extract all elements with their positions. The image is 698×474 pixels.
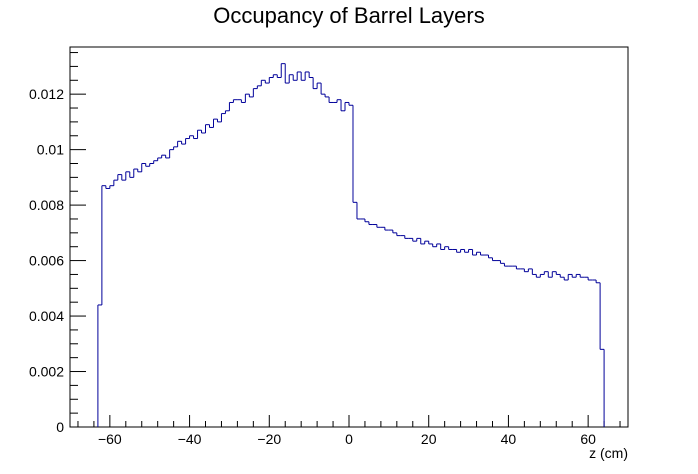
y-tick-label: 0.01 xyxy=(37,142,64,158)
chart-title: Occupancy of Barrel Layers xyxy=(213,3,484,28)
y-tick-label: 0.006 xyxy=(29,253,64,269)
x-tick-label: −40 xyxy=(178,431,202,447)
y-tick-label: 0.008 xyxy=(29,197,64,213)
x-tick-label: 60 xyxy=(580,431,596,447)
y-tick-label: 0.002 xyxy=(29,364,64,380)
y-tick-label: 0.004 xyxy=(29,308,64,324)
x-tick-label: 0 xyxy=(345,431,353,447)
y-tick-label: 0.012 xyxy=(29,86,64,102)
x-tick-label: −60 xyxy=(98,431,122,447)
x-axis-label: z (cm) xyxy=(589,445,628,461)
y-tick-label: 0 xyxy=(56,419,64,435)
x-tick-label: −20 xyxy=(257,431,281,447)
x-tick-label: 40 xyxy=(501,431,517,447)
x-tick-label: 20 xyxy=(421,431,437,447)
